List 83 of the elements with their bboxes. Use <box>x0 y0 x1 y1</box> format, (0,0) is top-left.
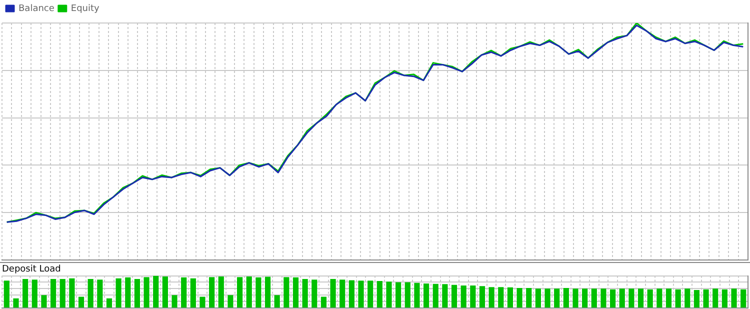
bar <box>740 289 746 308</box>
bar <box>507 287 514 308</box>
bar <box>582 288 588 308</box>
bar <box>330 279 336 308</box>
bar <box>563 288 569 308</box>
bar <box>442 284 448 308</box>
bar <box>292 277 299 308</box>
bar <box>460 285 466 308</box>
bar <box>22 279 28 308</box>
legend-label: Equity <box>70 4 100 14</box>
bar <box>228 295 234 308</box>
bar <box>526 288 532 308</box>
bar <box>78 296 84 308</box>
bar <box>414 282 420 308</box>
bar <box>684 288 690 308</box>
bar <box>284 277 290 308</box>
bar <box>368 280 374 308</box>
bar <box>162 276 168 308</box>
bar <box>628 288 634 308</box>
bar <box>451 284 458 308</box>
chart-title: Deposit Load <box>2 264 61 275</box>
bar <box>432 284 438 308</box>
bar <box>423 284 430 308</box>
bar <box>274 295 280 308</box>
bar <box>88 279 94 308</box>
bar <box>694 290 700 308</box>
bar <box>358 280 364 308</box>
bar <box>348 280 354 308</box>
bar <box>498 287 504 308</box>
bar <box>376 280 382 308</box>
bar <box>610 289 616 308</box>
bar <box>404 282 410 308</box>
bar <box>218 276 224 308</box>
bar <box>50 279 56 308</box>
bar <box>4 280 10 308</box>
bar <box>32 280 38 308</box>
bar <box>41 295 47 308</box>
bar <box>619 288 625 308</box>
bar <box>722 289 728 308</box>
bar <box>256 277 262 308</box>
bar <box>190 278 196 308</box>
bar <box>666 288 672 308</box>
bar <box>535 288 541 308</box>
bar <box>647 289 653 308</box>
bar <box>153 276 159 308</box>
bar <box>396 282 402 308</box>
bar <box>386 282 392 308</box>
bar <box>97 280 103 308</box>
bar <box>264 276 271 308</box>
bar <box>479 286 486 308</box>
bar <box>69 278 75 308</box>
bar <box>600 288 606 308</box>
bar <box>134 279 140 308</box>
bar <box>488 287 494 308</box>
legend-label: Balance <box>18 4 55 14</box>
bar <box>712 288 718 308</box>
bar <box>703 289 709 308</box>
bar <box>470 285 476 308</box>
bar <box>731 288 737 308</box>
bar <box>246 276 252 308</box>
bar <box>638 288 644 308</box>
bar <box>572 288 578 308</box>
bar <box>236 277 243 308</box>
bar <box>675 289 681 308</box>
bar <box>591 288 597 308</box>
bar <box>312 280 318 308</box>
bar <box>544 288 550 308</box>
bar <box>209 277 215 308</box>
bar <box>144 277 150 308</box>
bar <box>13 298 19 308</box>
bar <box>106 298 112 308</box>
bar <box>200 296 206 308</box>
bar <box>125 277 131 308</box>
bar <box>181 277 187 308</box>
bar <box>116 278 122 308</box>
bar <box>656 288 662 308</box>
bar <box>60 279 66 308</box>
bar <box>516 288 522 308</box>
bar <box>340 280 346 308</box>
bar <box>554 288 560 308</box>
bar <box>302 279 308 308</box>
bar <box>172 295 178 308</box>
bar <box>320 296 327 308</box>
